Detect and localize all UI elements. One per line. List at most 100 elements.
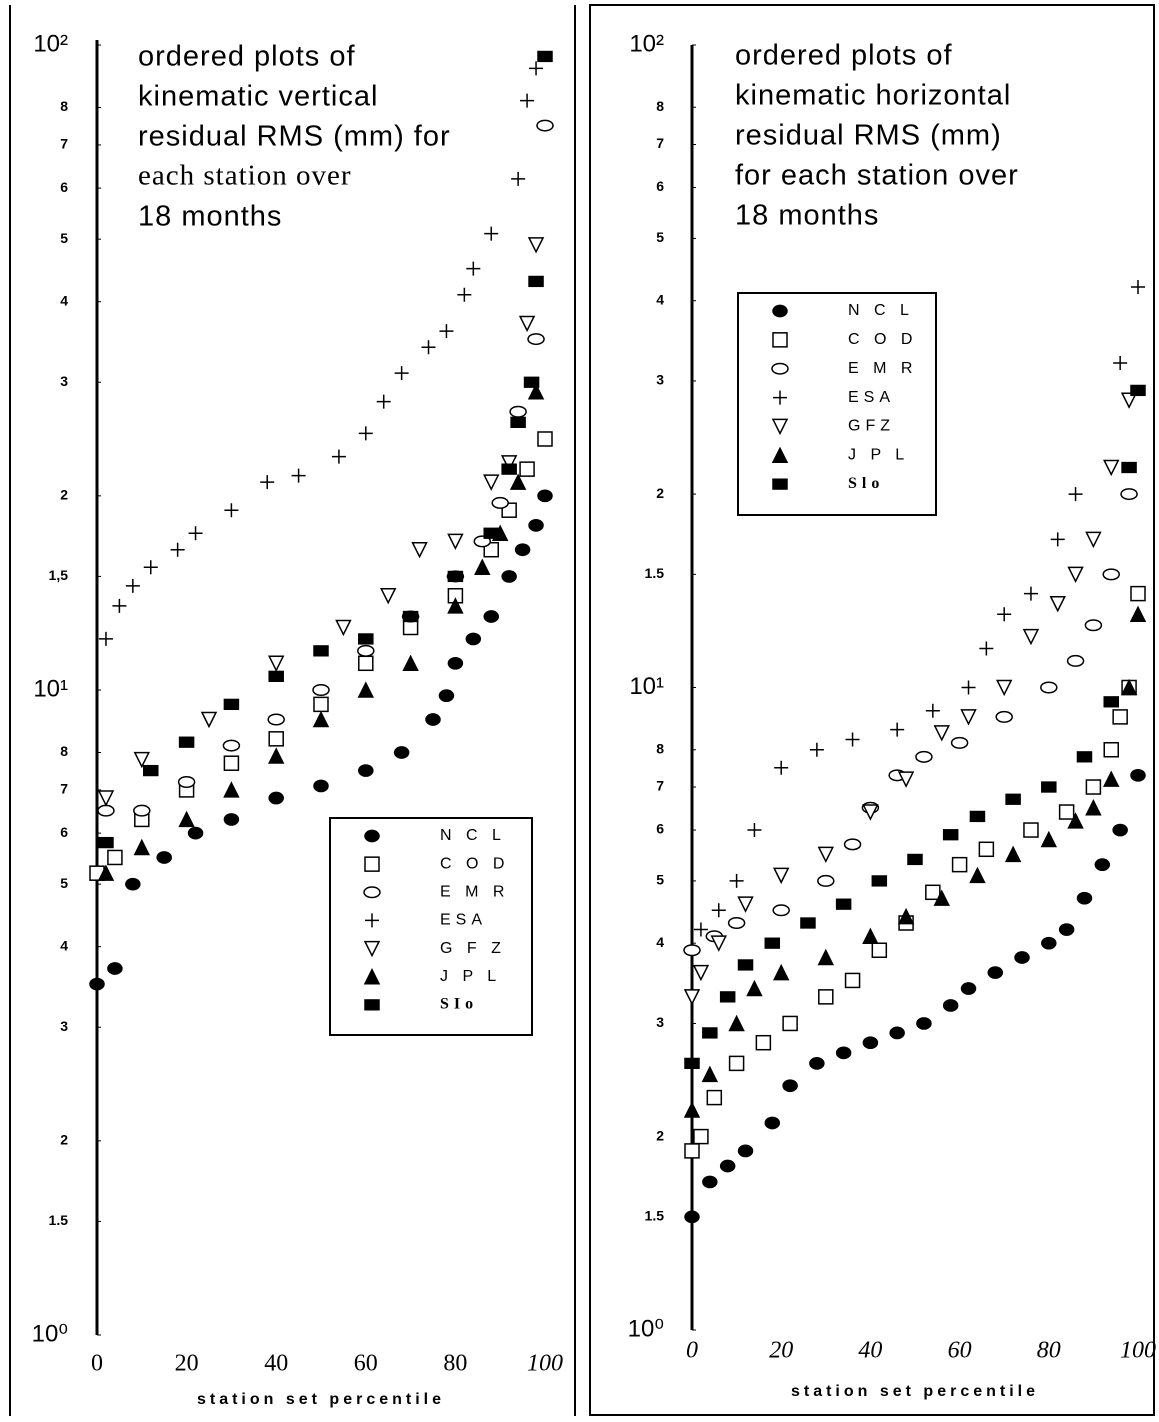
point <box>483 527 499 539</box>
point <box>897 907 915 925</box>
y-tick-label: 4 <box>656 934 664 950</box>
legend-marker <box>363 886 381 899</box>
point <box>447 597 464 614</box>
x-tick-label: 80 <box>443 1351 467 1377</box>
point <box>845 732 860 747</box>
point <box>484 226 499 241</box>
y-tick-label: 1.5 <box>645 1208 665 1224</box>
y-tick-label: 3 <box>60 373 68 389</box>
point <box>501 463 517 475</box>
legend-marker <box>363 968 381 985</box>
point <box>692 964 710 982</box>
point <box>313 645 329 657</box>
point <box>683 944 701 957</box>
y-tick-label: 2 <box>60 487 68 503</box>
point <box>313 779 329 793</box>
point <box>951 856 968 873</box>
legend-marker <box>773 390 787 405</box>
point <box>1004 845 1022 863</box>
point <box>447 533 464 551</box>
legend-label: J P L <box>848 447 909 464</box>
point <box>514 543 531 557</box>
y-tick-label: 6 <box>656 821 664 837</box>
point <box>961 680 976 695</box>
point <box>889 1026 905 1040</box>
point <box>711 903 726 918</box>
point <box>529 61 544 76</box>
point <box>871 875 888 887</box>
x-tick-label: 40 <box>858 1338 882 1364</box>
point <box>536 119 554 132</box>
point <box>747 823 762 838</box>
point <box>537 50 553 63</box>
legend-label: N C L <box>440 827 506 844</box>
point <box>1103 742 1119 758</box>
point <box>969 866 986 884</box>
point <box>1084 619 1103 632</box>
point <box>772 904 790 917</box>
point <box>897 771 915 788</box>
point <box>188 526 203 541</box>
y-tick-label: 8 <box>656 740 664 756</box>
point <box>89 977 105 991</box>
y-tick-label: 8 <box>60 98 68 114</box>
point <box>817 874 835 887</box>
point <box>268 670 284 682</box>
point <box>491 496 509 509</box>
point <box>1112 709 1128 725</box>
point <box>782 1079 798 1093</box>
point <box>933 725 950 742</box>
point <box>1102 568 1120 581</box>
point <box>511 171 526 186</box>
point <box>267 713 285 726</box>
point <box>1040 830 1058 848</box>
point <box>1014 951 1030 964</box>
x-tick-label: 0 <box>91 1351 103 1377</box>
y-tick-label: 1.5 <box>645 565 665 581</box>
chart-title: kinematic horizontal <box>735 80 1011 112</box>
point <box>1022 628 1040 646</box>
point <box>528 518 544 532</box>
point <box>312 710 330 728</box>
point <box>200 711 218 729</box>
y-tick-label: 10⁰ <box>628 1315 664 1342</box>
point <box>97 790 115 807</box>
point <box>143 764 159 777</box>
chart-title: 18 months <box>735 200 879 232</box>
point <box>112 598 127 613</box>
legend-marker <box>771 362 789 375</box>
point <box>1050 532 1065 547</box>
point <box>527 333 545 346</box>
point <box>1103 459 1120 477</box>
point <box>312 684 330 696</box>
x-tick-label: 80 <box>1037 1338 1061 1364</box>
chart-title: ordered plots of <box>138 41 356 73</box>
point <box>728 1055 745 1072</box>
point <box>1120 488 1138 501</box>
chart-title: ordered plots of <box>735 40 953 72</box>
point <box>916 1017 932 1030</box>
point <box>728 1014 745 1032</box>
point <box>523 376 540 388</box>
point <box>1130 384 1146 397</box>
legend-label: ESA <box>848 389 895 406</box>
point <box>782 1015 798 1032</box>
point <box>737 896 754 913</box>
legend-label: N C L <box>848 302 914 319</box>
point <box>402 654 419 672</box>
point <box>1023 822 1039 838</box>
point <box>683 989 701 1006</box>
point <box>835 1046 852 1060</box>
point <box>706 1089 723 1106</box>
point <box>702 1175 718 1189</box>
point <box>774 760 789 775</box>
point <box>260 475 275 490</box>
point <box>1067 812 1084 829</box>
x-tick-label: 0 <box>686 1338 698 1364</box>
point <box>737 959 754 971</box>
chart-title: residual RMS (mm) for <box>138 121 451 153</box>
point <box>1129 605 1147 623</box>
point <box>1067 566 1084 584</box>
x-tick-label: 40 <box>264 1351 288 1377</box>
y-tick-label: 10⁰ <box>32 1320 68 1347</box>
